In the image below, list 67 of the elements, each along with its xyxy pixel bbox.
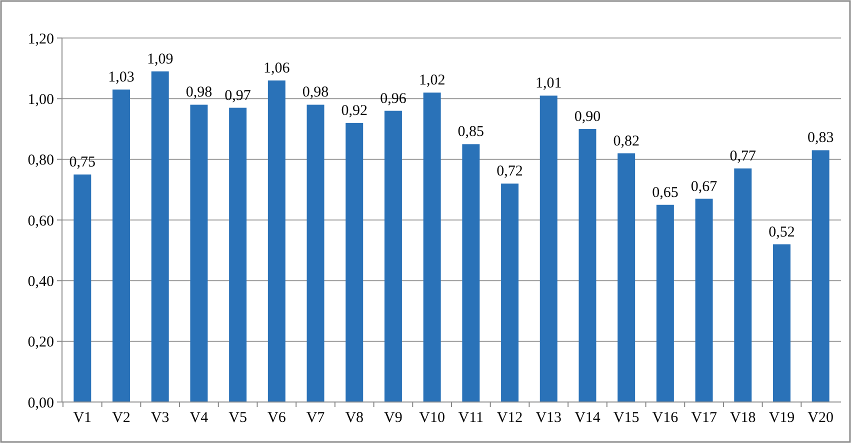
- data-label: 0,90: [574, 109, 601, 125]
- bar: [695, 198, 713, 402]
- data-label: 1,01: [536, 76, 562, 92]
- data-label: 0,67: [690, 178, 718, 195]
- y-tick-label: 0,00: [28, 395, 54, 412]
- data-label: 0,85: [458, 124, 484, 140]
- x-tick-label: V8: [345, 410, 364, 426]
- y-tick-label: 1,20: [28, 31, 54, 48]
- bar: [540, 96, 558, 402]
- data-label: 0,77: [730, 148, 757, 164]
- bar: [229, 108, 247, 402]
- x-tick-label: V9: [384, 410, 402, 426]
- x-tick-label: V6: [267, 410, 286, 426]
- data-label: 0,98: [186, 84, 212, 101]
- x-tick-label: V20: [808, 410, 834, 426]
- x-tick-label: V12: [496, 410, 523, 426]
- data-label: 0,75: [69, 154, 96, 170]
- bar: [578, 129, 596, 402]
- bar: [501, 184, 519, 402]
- x-tick-label: V5: [228, 410, 247, 426]
- data-label: 0,72: [496, 164, 523, 180]
- data-label: 1,09: [146, 51, 174, 68]
- bar: [384, 110, 402, 402]
- y-tick-label: 0,20: [28, 334, 54, 351]
- x-tick-label: V15: [613, 410, 640, 426]
- x-tick-label: V3: [150, 410, 170, 426]
- data-label: 1,03: [108, 70, 134, 86]
- y-tick-label: 0,80: [28, 152, 54, 169]
- bar: [268, 80, 286, 402]
- x-tick-label: V16: [652, 410, 679, 426]
- data-label: 1,06: [264, 60, 290, 76]
- bar: [306, 104, 324, 402]
- x-tick-label: V7: [306, 410, 326, 426]
- x-tick-label: V10: [419, 410, 445, 426]
- bar: [656, 204, 674, 402]
- bar: [151, 71, 169, 402]
- bar: [190, 104, 208, 402]
- bar: [773, 244, 790, 402]
- data-label: 0,98: [302, 84, 329, 101]
- x-tick-label: V14: [574, 410, 601, 426]
- x-tick-label: V17: [691, 410, 718, 426]
- x-tick-label: V2: [112, 410, 130, 426]
- y-tick-label: 0,40: [28, 274, 54, 290]
- bar: [734, 168, 752, 402]
- data-label: 0,52: [768, 224, 795, 240]
- bar: [812, 150, 830, 402]
- data-label: 1,02: [418, 72, 446, 89]
- y-tick-label: 1,00: [28, 92, 54, 108]
- bar: [618, 153, 636, 402]
- data-label: 0,65: [652, 184, 678, 201]
- y-tick-label: 0,60: [28, 213, 54, 230]
- bar: [423, 92, 441, 402]
- x-tick-label: V1: [73, 410, 92, 426]
- bar: [74, 174, 92, 402]
- data-label: 0,83: [807, 130, 834, 146]
- x-tick-label: V13: [536, 410, 562, 426]
- data-label: 0,97: [224, 88, 252, 104]
- bar: [112, 90, 130, 402]
- data-label: 0,96: [380, 90, 407, 107]
- x-tick-label: V18: [730, 410, 756, 426]
- bar: [462, 144, 480, 402]
- data-label: 0,82: [613, 133, 640, 150]
- data-label: 0,92: [341, 102, 368, 119]
- x-tick-label: V19: [768, 410, 795, 426]
- bar: [346, 122, 364, 402]
- x-tick-label: V11: [458, 410, 484, 426]
- x-tick-label: V4: [190, 410, 209, 426]
